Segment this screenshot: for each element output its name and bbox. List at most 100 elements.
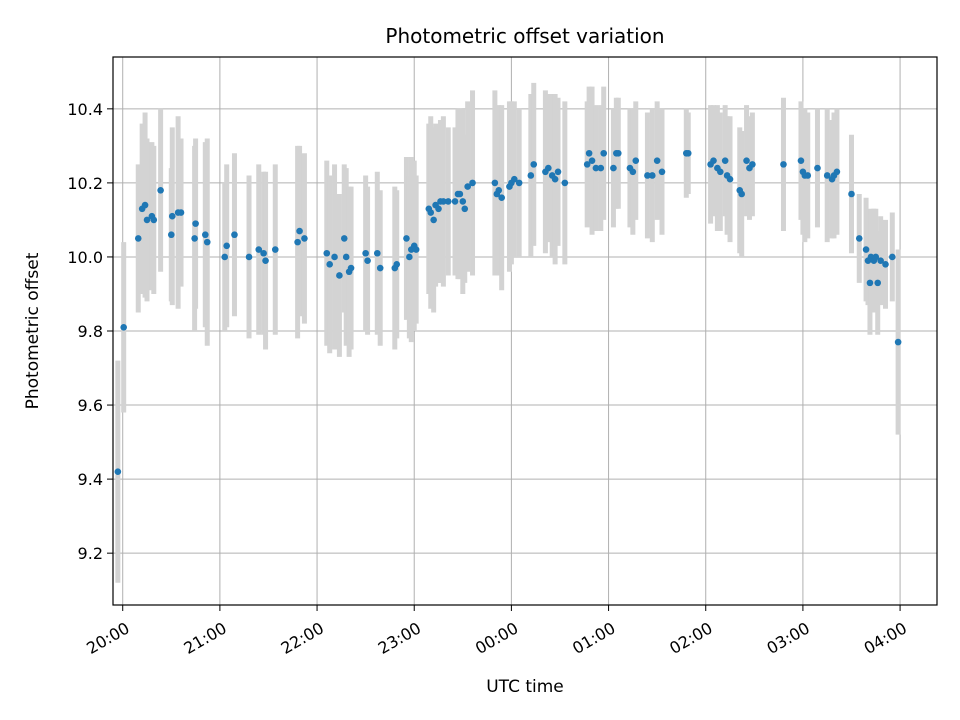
data-point [406, 253, 413, 261]
data-point [336, 272, 343, 279]
data-point [376, 264, 384, 272]
data-point [221, 253, 229, 261]
data-point [872, 253, 880, 261]
data-point [157, 186, 164, 194]
data-point [459, 198, 467, 205]
data-point [202, 231, 209, 239]
data-point [374, 249, 381, 257]
data-point [592, 164, 600, 172]
data-point [658, 168, 666, 176]
data-point [271, 246, 279, 253]
data-point [545, 164, 552, 172]
data-point [203, 238, 211, 246]
y-tick-label: 10.0 [67, 248, 103, 267]
data-point [597, 164, 605, 172]
data-point [451, 198, 459, 205]
data-point [515, 179, 523, 187]
data-point [632, 157, 640, 164]
data-point [168, 231, 175, 239]
data-point [495, 186, 503, 194]
data-point [301, 235, 308, 242]
data-point [882, 261, 889, 268]
y-tick-label: 10.4 [67, 100, 103, 119]
data-point [150, 216, 158, 224]
data-point [469, 179, 476, 187]
data-point [464, 183, 471, 190]
data-point [326, 261, 333, 268]
data-point [296, 227, 303, 235]
data-point [364, 257, 371, 264]
point-layer [114, 149, 902, 476]
data-point [588, 157, 596, 164]
data-point [743, 157, 750, 164]
data-point [403, 235, 410, 242]
data-point [527, 172, 535, 179]
data-point [491, 179, 499, 187]
data-point [721, 157, 729, 164]
y-tick-label: 9.4 [78, 470, 103, 489]
data-point [644, 172, 651, 179]
data-point [889, 253, 896, 261]
data-point [435, 205, 442, 213]
data-point [614, 149, 622, 157]
data-point [585, 149, 593, 157]
data-point [600, 149, 608, 157]
data-point [894, 338, 902, 346]
data-point [260, 249, 267, 257]
data-point [393, 261, 401, 268]
data-point [610, 164, 617, 172]
data-point [726, 175, 734, 183]
y-tick-label: 9.2 [78, 544, 103, 563]
data-point [134, 235, 142, 242]
data-point [141, 201, 149, 209]
data-point [862, 246, 870, 253]
data-point [804, 172, 812, 179]
data-point [177, 209, 185, 216]
data-point [362, 249, 369, 257]
data-point [231, 231, 238, 239]
data-point [511, 175, 518, 183]
data-point [848, 190, 855, 198]
data-point [255, 246, 263, 253]
data-point [653, 157, 661, 164]
x-axis-title: UTC time [486, 677, 564, 697]
data-point [629, 168, 637, 176]
y-axis-title: Photometric offset [23, 252, 43, 409]
data-point [143, 216, 151, 224]
data-point [294, 238, 301, 246]
data-point [530, 161, 538, 168]
data-point [833, 168, 841, 176]
data-point [114, 468, 122, 476]
data-point [855, 235, 863, 242]
data-point [412, 246, 420, 253]
data-point [245, 253, 253, 261]
grid-layer [113, 57, 937, 605]
data-point [430, 216, 437, 224]
data-point [456, 190, 464, 198]
data-point [331, 253, 338, 261]
data-point [561, 179, 569, 187]
data-point [797, 157, 805, 164]
data-point [866, 279, 874, 287]
data-point [717, 168, 724, 176]
data-point [749, 161, 756, 168]
data-point [120, 323, 127, 331]
data-point [191, 235, 198, 242]
data-point [444, 198, 452, 205]
data-point [738, 190, 745, 198]
data-point [498, 194, 505, 202]
data-point [710, 157, 717, 164]
y-tick-label: 9.8 [78, 322, 103, 341]
chart-title: Photometric offset variation [385, 24, 664, 48]
data-point [262, 257, 269, 264]
data-point [823, 172, 831, 179]
y-tick-label: 9.6 [78, 396, 103, 415]
data-point [340, 235, 348, 242]
data-point [342, 253, 350, 261]
data-point [684, 149, 692, 157]
data-point [323, 249, 331, 257]
data-point [223, 242, 230, 250]
data-point [551, 175, 559, 183]
